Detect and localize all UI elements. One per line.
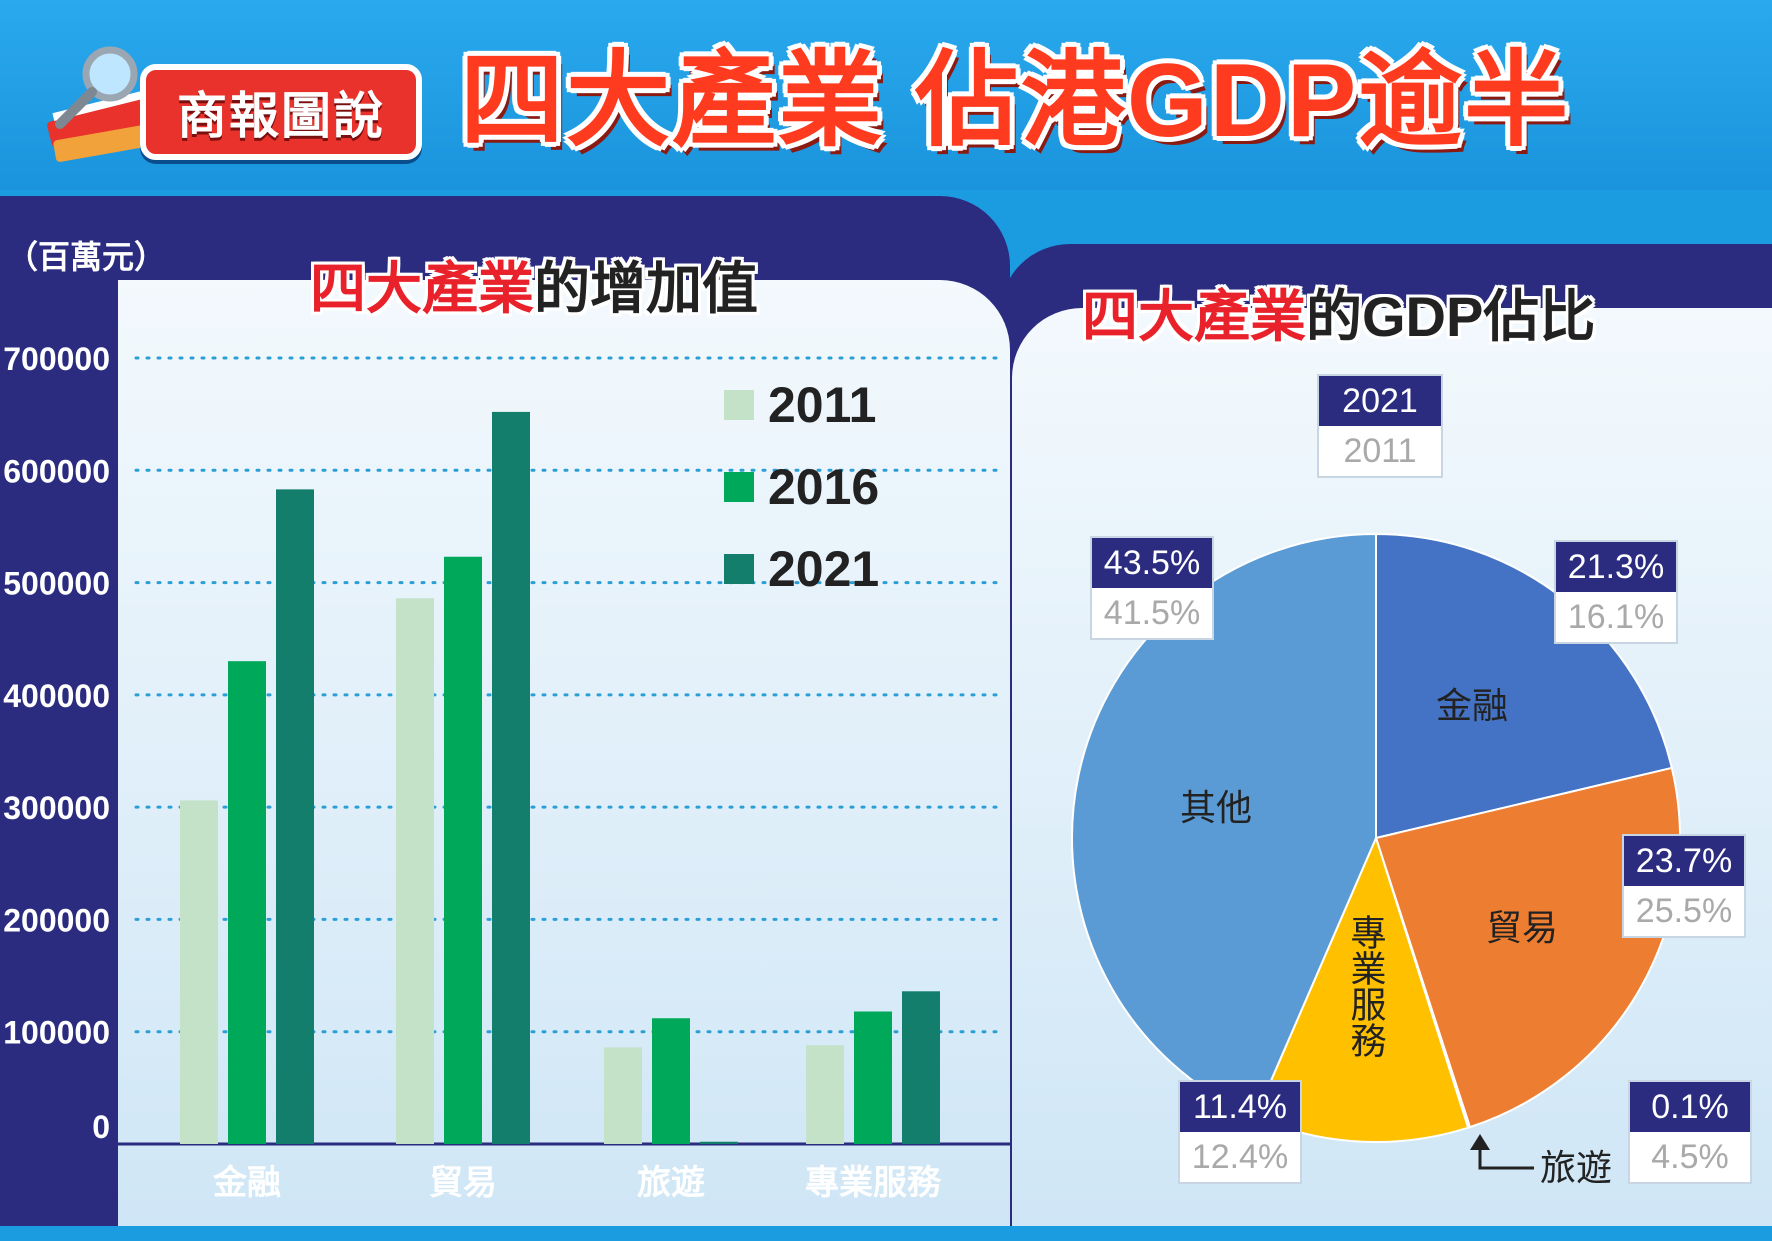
- professional-percent-2021: 11.4%: [1180, 1082, 1300, 1132]
- legend-swatch-2016: [724, 472, 754, 502]
- professional-percent-box: 11.4% 12.4%: [1178, 1080, 1302, 1184]
- bar-2021-2: [700, 1141, 738, 1144]
- y-axis-unit-label: （百萬元）: [6, 239, 167, 275]
- bar-2016-1: [444, 556, 482, 1144]
- pie-legend-2011: 2011: [1319, 426, 1441, 476]
- book-magnifier-icon: [47, 46, 155, 162]
- tourism-percent-box: 0.1% 4.5%: [1628, 1080, 1752, 1184]
- bar-title-rest: 的增加值: [534, 257, 758, 320]
- legend-label-2021: 2021: [768, 541, 879, 597]
- pie-slice-label: 其他: [1180, 787, 1252, 828]
- logo-text: 商報圖說: [177, 88, 385, 144]
- y-tick-label: 100000: [3, 1015, 110, 1051]
- tourism-percent-2021: 0.1%: [1630, 1082, 1750, 1132]
- bar-2011-3: [806, 1045, 844, 1144]
- bar-2016-0: [228, 661, 266, 1144]
- others-percent-2021: 43.5%: [1092, 538, 1212, 588]
- y-tick-label: 700000: [3, 341, 110, 377]
- x-category-label: 專業服務: [805, 1164, 942, 1202]
- bar-2021-0: [276, 489, 314, 1145]
- pie-slice-4: [1071, 532, 1377, 1119]
- bar-title-highlight: 四大產業: [310, 257, 534, 320]
- trade-percent-2021: 23.7%: [1624, 836, 1744, 886]
- x-category-label: 旅遊: [637, 1164, 705, 1202]
- finance-percent-2021: 21.3%: [1556, 542, 1676, 592]
- pie-slice-label: 貿易: [1486, 907, 1558, 948]
- pie-title-highlight: 四大產業: [1082, 285, 1306, 348]
- trade-percent-box: 23.7% 25.5%: [1622, 834, 1746, 938]
- tourism-pointer-arrowhead: [1470, 1134, 1490, 1150]
- legend-label-2011: 2011: [768, 377, 876, 433]
- bar-2011-0: [180, 800, 218, 1144]
- x-category-label: 金融: [212, 1163, 281, 1202]
- y-tick-label: 500000: [3, 566, 110, 602]
- y-tick-label: 400000: [3, 678, 110, 714]
- bar-chart-title: 四大產業的增加值: [310, 244, 758, 325]
- y-tick-label: 600000: [3, 453, 110, 489]
- pie-title-rest: 的GDP佔比: [1306, 285, 1596, 348]
- pie-legend-2021: 2021: [1319, 376, 1441, 426]
- pie-year-legend: 2021 2011: [1317, 374, 1443, 478]
- finance-percent-2011: 16.1%: [1556, 592, 1676, 642]
- bar-2016-3: [854, 1011, 892, 1144]
- bar-2011-1: [396, 598, 434, 1144]
- bar-2016-2: [652, 1018, 690, 1144]
- y-tick-label: 300000: [3, 790, 110, 826]
- header-banner: 商報圖說 四大產業 佔港GDP逾半: [0, 0, 1772, 190]
- y-tick-label: 200000: [3, 902, 110, 938]
- logo-badge: 商報圖說: [140, 64, 422, 160]
- others-percent-box: 43.5% 41.5%: [1090, 536, 1214, 640]
- bar-2021-3: [902, 991, 940, 1144]
- legend-swatch-2011: [724, 390, 754, 420]
- tourism-pointer-line: [1478, 1142, 1534, 1170]
- y-tick-label: 0: [92, 1109, 110, 1145]
- finance-percent-box: 21.3% 16.1%: [1554, 540, 1678, 644]
- x-category-label: 貿易: [429, 1164, 497, 1202]
- trade-percent-2011: 25.5%: [1624, 886, 1744, 936]
- pie-slice-label: 金融: [1436, 685, 1508, 726]
- bottom-strip: [0, 1226, 1772, 1241]
- pie-slice-label-professional: 專業服務: [1346, 914, 1387, 1058]
- legend-swatch-2021: [724, 554, 754, 584]
- tourism-percent-2011: 4.5%: [1630, 1132, 1750, 1182]
- pie-slice-1: [1374, 766, 1681, 1129]
- bar-chart: 0 100000 200000 300000 400000 500000 600000 700…: [3, 341, 1004, 1202]
- professional-percent-2011: 12.4%: [1180, 1132, 1300, 1182]
- tourism-pointer-label: 旅遊: [1540, 1147, 1612, 1188]
- legend-label-2016: 2016: [768, 459, 879, 515]
- page-title: 四大產業 佔港GDP逾半: [460, 43, 1571, 159]
- others-percent-2011: 41.5%: [1092, 588, 1212, 638]
- bar-2011-2: [604, 1047, 642, 1144]
- bar-2021-1: [492, 411, 530, 1144]
- pie-chart-title: 四大產業的GDP佔比: [1082, 272, 1595, 353]
